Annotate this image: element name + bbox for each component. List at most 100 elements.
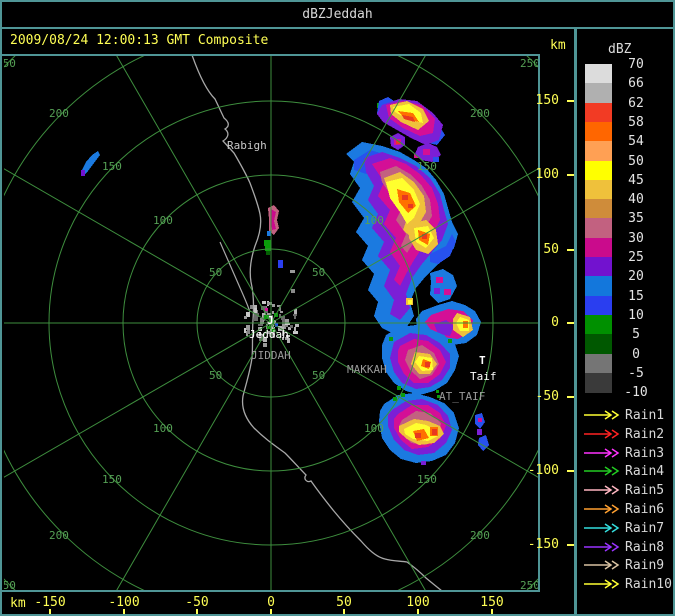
svg-text:100: 100 (153, 214, 173, 227)
rain-arrow-icon (584, 541, 620, 552)
right-axis-tick (567, 322, 574, 324)
dbz-scale-value: 0 (632, 346, 640, 362)
dbz-scale-value: 54 (628, 134, 644, 150)
dbz-scale-segment (585, 83, 612, 104)
dbz-scale-value: 66 (628, 76, 644, 92)
dbz-scale-value: 45 (628, 172, 644, 188)
bottom-axis-label: 0 (267, 595, 275, 610)
rain-legend-label: Rain1 (625, 408, 665, 423)
right-axis-tick (567, 100, 574, 102)
dbz-scale-segment (585, 353, 612, 374)
right-axis-label: -100 (527, 463, 559, 478)
svg-text:T: T (479, 354, 486, 367)
right-axis-label: 150 (535, 93, 559, 108)
right-axis-label: 0 (551, 315, 559, 330)
rain-legend-label: Rain9 (625, 558, 665, 574)
map-frame-right (538, 54, 540, 592)
dbz-scale-value: 30 (628, 230, 644, 246)
bottom-axis-label: -50 (185, 595, 209, 610)
bottom-axis-tick (123, 609, 125, 614)
bottom-axis-label: -100 (108, 595, 140, 610)
dbz-scale-segment (585, 141, 612, 161)
right-axis-tick (567, 470, 574, 472)
rain-arrow-icon (584, 579, 620, 589)
dbz-scale-value: 35 (628, 211, 644, 227)
svg-text:Rabigh: Rabigh (227, 139, 267, 152)
svg-text:200: 200 (470, 107, 490, 120)
svg-text:100: 100 (364, 422, 384, 435)
dbz-scale-value: 62 (628, 95, 644, 111)
map-frame-top (2, 54, 540, 56)
right-axis-tick (567, 544, 574, 546)
right-axis-tick (567, 249, 574, 251)
rain-arrow-icon (584, 504, 620, 514)
rain-arrow-icon (584, 485, 620, 495)
rain-arrow-icon (584, 410, 620, 420)
coastline (191, 56, 442, 590)
map-labels: 50 50 50 50 100 100 100 100 150 150 150 150 200 200 20… (2, 57, 540, 592)
svg-text:AT_TAIF: AT_TAIF (439, 390, 485, 403)
bottom-axis-label: 150 (480, 595, 504, 610)
timestamp: 2009/08/24 12:00:13 GMT Composite (10, 33, 269, 48)
svg-text:150: 150 (102, 160, 122, 173)
dbz-scale-value: -5 (628, 365, 644, 381)
radar-echoes (81, 97, 489, 465)
dbz-scale-segment (585, 64, 612, 84)
svg-text:J: J (267, 314, 274, 327)
dbz-scale-segment (585, 314, 612, 335)
bottom-axis-tick (196, 609, 198, 614)
right-axis-unit: km (550, 38, 566, 53)
window-title: dBZJeddah (302, 7, 373, 22)
dbz-scale-value: -10 (624, 385, 648, 401)
bottom-axis-unit: km (10, 596, 26, 611)
dbz-scale-value: 20 (628, 269, 644, 285)
dbz-scale-value: 58 (628, 114, 644, 130)
svg-text:100: 100 (153, 422, 173, 435)
rain-legend-label: Rain7 (625, 520, 665, 536)
dbz-scale-title: dBZ (608, 42, 632, 57)
right-axis-tick (567, 396, 574, 398)
map-frame-bottom (2, 590, 540, 592)
rain-legend-label: Rain8 (625, 539, 665, 555)
bottom-axis-tick (343, 609, 345, 614)
svg-text:50: 50 (209, 369, 222, 382)
dbz-scale-value: 70 (628, 57, 644, 72)
svg-text:150: 150 (102, 473, 122, 486)
svg-text:250: 250 (520, 579, 540, 592)
rain-arrow-icon (584, 447, 620, 458)
dbz-scale-value: 10 (628, 307, 644, 323)
bottom-axis-tick (417, 609, 419, 614)
range-rings-and-spokes (4, 56, 538, 590)
panel-divider (574, 27, 577, 614)
dbz-scale-segment (585, 160, 612, 181)
dbz-scale-segment (585, 334, 612, 354)
rain-legend-label: Rain2 (625, 426, 665, 442)
dbz-scale-segment (585, 199, 612, 219)
bottom-axis-tick (49, 609, 51, 614)
dbz-scale-value: 25 (628, 250, 644, 265)
right-axis-label: -150 (527, 537, 559, 552)
bottom-axis-label: -150 (34, 595, 66, 610)
svg-text:250: 250 (2, 57, 16, 70)
rain-legend-label: Rain6 (625, 502, 665, 517)
svg-text:250: 250 (520, 57, 540, 70)
svg-text:50: 50 (312, 369, 325, 382)
dbz-scale-segment (585, 218, 612, 239)
dbz-scale-segment (585, 237, 612, 258)
svg-text:Jeddah: Jeddah (249, 328, 289, 341)
svg-text:200: 200 (49, 107, 69, 120)
svg-text:JIDDAH: JIDDAH (251, 349, 291, 362)
rain-arrow-icon (584, 523, 620, 533)
dbz-scale-value: 50 (628, 153, 644, 169)
bottom-axis-label: 100 (406, 595, 430, 610)
svg-text:200: 200 (470, 529, 490, 542)
rain-legend-label: Rain10 (625, 577, 672, 593)
right-axis-label: 50 (543, 242, 559, 257)
dbz-scale-segment (585, 295, 612, 316)
svg-text:50: 50 (312, 266, 325, 279)
dbz-scale-value: 40 (628, 192, 644, 208)
dbz-scale-segment (585, 372, 612, 393)
rain-legend-label: Rain5 (625, 483, 665, 499)
dbz-scale-segment (585, 121, 612, 142)
